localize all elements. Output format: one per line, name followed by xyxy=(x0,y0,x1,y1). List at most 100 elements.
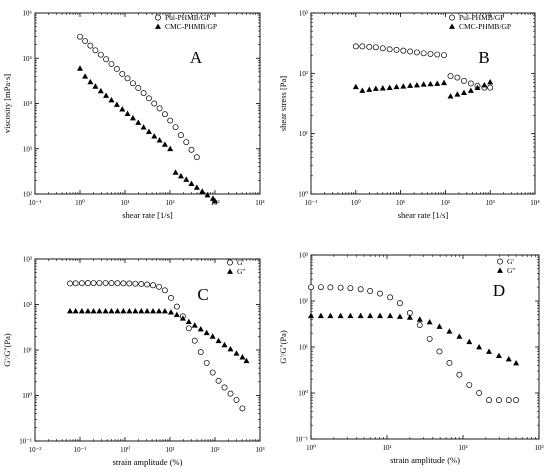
data-point xyxy=(191,322,198,328)
data-point xyxy=(193,184,200,190)
data-point xyxy=(67,307,74,314)
x-tick-label: 10⁻¹ xyxy=(74,446,87,454)
data-point xyxy=(188,180,195,186)
data-point xyxy=(377,290,383,297)
x-tick-label: 10¹ xyxy=(165,446,174,454)
data-point xyxy=(347,285,354,292)
data-point xyxy=(78,280,85,287)
data-point xyxy=(199,188,206,194)
data-point xyxy=(396,300,403,307)
x-tick-label: 10² xyxy=(165,199,174,207)
data-point xyxy=(466,338,473,345)
series-0 xyxy=(308,284,520,404)
data-point xyxy=(197,349,204,356)
data-point xyxy=(486,397,492,404)
data-point xyxy=(92,83,99,89)
y-tick-label: 10¹ xyxy=(299,130,308,138)
data-point xyxy=(227,390,234,397)
series-1 xyxy=(308,312,520,366)
legend-marker xyxy=(497,267,503,273)
data-point xyxy=(420,81,427,87)
data-point xyxy=(156,105,163,112)
data-point xyxy=(108,280,115,287)
data-point xyxy=(156,137,163,143)
data-point xyxy=(103,92,110,98)
panel-letter: A xyxy=(190,48,203,67)
data-point xyxy=(386,46,393,53)
data-point xyxy=(138,307,145,314)
data-point xyxy=(393,46,400,53)
legend-item: G'' xyxy=(497,266,516,275)
data-point xyxy=(243,357,250,364)
y-axis-label: shear stress [Pa] xyxy=(278,76,288,131)
x-tick-label: 10² xyxy=(458,444,467,452)
data-point xyxy=(90,280,97,287)
data-point xyxy=(476,344,483,350)
y-axis-label: viscosity [mPa·s] xyxy=(2,74,12,133)
x-tick-label: 10¹ xyxy=(120,199,129,207)
data-point xyxy=(505,355,512,362)
legend-item: CMC-PHMB/GP xyxy=(449,22,511,31)
data-point xyxy=(108,307,115,314)
data-point xyxy=(179,315,186,321)
data-point xyxy=(215,337,222,344)
data-point xyxy=(113,66,120,72)
data-point xyxy=(357,312,364,319)
data-point xyxy=(172,124,179,131)
legend-item: G' xyxy=(227,258,244,267)
data-point xyxy=(87,42,94,49)
legend-item: G'' xyxy=(227,267,246,276)
data-point xyxy=(456,371,463,378)
data-point xyxy=(185,325,192,332)
data-point xyxy=(96,280,103,287)
data-point xyxy=(167,309,174,315)
legend-label: CMC-PHMB/GP xyxy=(165,22,217,31)
legend-item: G' xyxy=(497,257,514,266)
y-tick-label: 10³ xyxy=(299,252,308,260)
data-point xyxy=(413,49,420,56)
y-tick-label: 10⁴ xyxy=(23,100,33,108)
data-point xyxy=(97,51,104,58)
data-point xyxy=(183,176,190,182)
data-point xyxy=(387,312,394,319)
data-point xyxy=(129,114,136,121)
data-point xyxy=(441,79,448,86)
data-point xyxy=(124,75,131,82)
data-point xyxy=(102,307,109,314)
data-point xyxy=(126,280,133,287)
data-point xyxy=(151,133,158,139)
data-point xyxy=(495,352,502,359)
data-point xyxy=(151,100,158,107)
data-point xyxy=(447,73,454,80)
x-tick-label: 10⁻² xyxy=(29,446,42,454)
data-point xyxy=(372,85,379,91)
data-point xyxy=(487,84,494,91)
data-point xyxy=(150,307,157,314)
data-point xyxy=(144,307,151,314)
data-point xyxy=(357,286,364,293)
data-point xyxy=(366,43,373,50)
data-point xyxy=(82,38,89,44)
data-point xyxy=(456,333,463,339)
data-point xyxy=(173,303,180,310)
data-point xyxy=(447,93,454,99)
data-point xyxy=(233,350,240,356)
data-point xyxy=(209,333,216,339)
data-point xyxy=(221,384,228,391)
data-point xyxy=(204,192,211,198)
data-point xyxy=(487,78,494,85)
data-point xyxy=(90,307,97,314)
data-point xyxy=(156,307,163,314)
data-point xyxy=(167,117,174,124)
series-1 xyxy=(77,65,218,204)
data-point xyxy=(144,281,151,288)
x-tick-label: 10² xyxy=(210,446,219,454)
data-point xyxy=(406,314,413,320)
series-1 xyxy=(352,78,494,99)
legend-marker xyxy=(227,268,233,274)
data-point xyxy=(120,307,127,314)
data-point xyxy=(352,83,359,90)
data-point xyxy=(185,318,192,325)
data-point xyxy=(436,323,443,329)
data-point xyxy=(150,282,156,289)
